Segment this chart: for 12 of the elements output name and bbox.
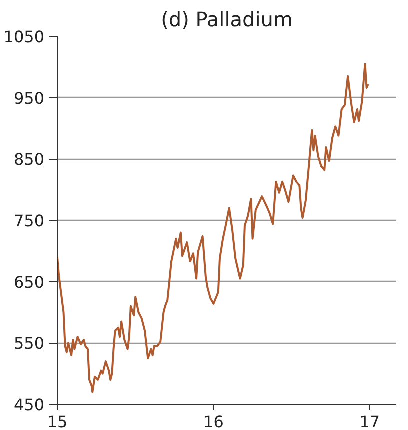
y-tick-label: 450 — [14, 396, 45, 414]
line-series — [58, 63, 370, 394]
y-tick-label: 650 — [14, 272, 45, 292]
x-tick-label: 17 — [360, 412, 380, 430]
y-tick-label: 850 — [14, 150, 45, 170]
y-tick-label: 1050 — [4, 28, 44, 46]
x-tick-label: 15 — [47, 412, 68, 430]
chart-title: (d) Palladium — [161, 8, 293, 32]
y-tick-label: 950 — [14, 88, 45, 108]
y-tick-label: 550 — [14, 334, 45, 354]
x-tick-label: 16 — [204, 412, 224, 430]
y-tick-label: 750 — [14, 212, 45, 230]
